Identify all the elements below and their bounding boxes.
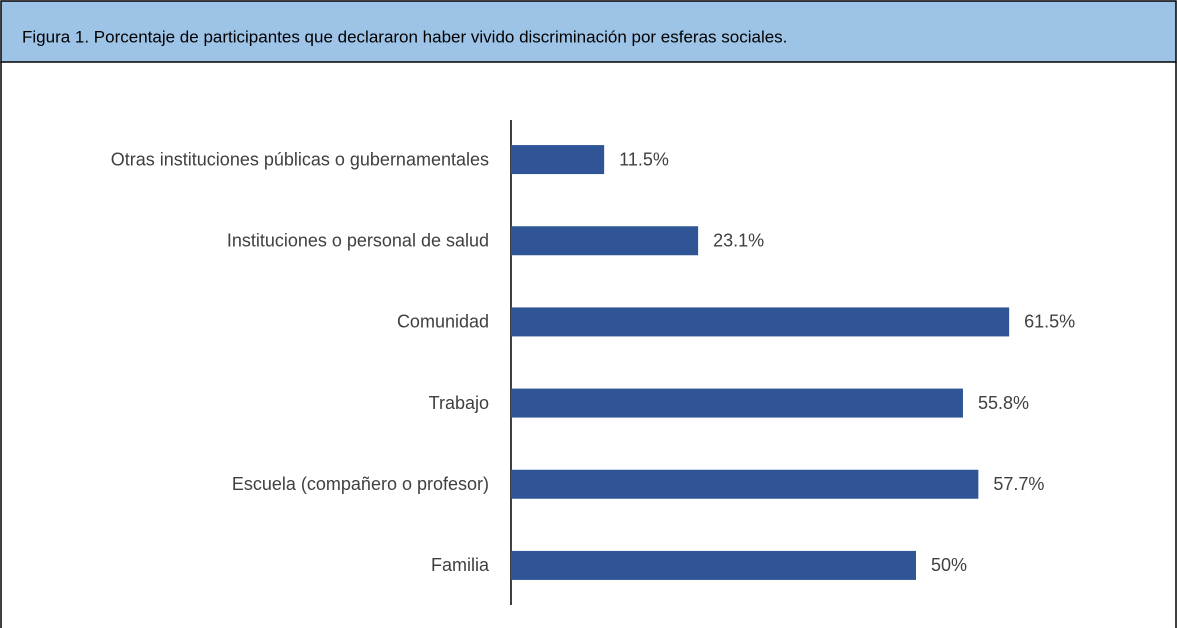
category-label: Familia: [431, 555, 490, 575]
bar: [511, 550, 916, 580]
category-label: Instituciones o personal de salud: [227, 231, 489, 251]
category-label: Otras instituciones públicas o gubername…: [111, 149, 489, 169]
bar: [511, 226, 699, 256]
header-bar: [0, 0, 1177, 63]
data-label: 50%: [931, 555, 967, 575]
bar: [511, 145, 605, 175]
data-label: 61.5%: [1024, 312, 1075, 332]
chart-title: Figura 1. Porcentaje de participantes qu…: [22, 27, 787, 46]
data-label: 55.8%: [978, 393, 1029, 413]
category-label: Trabajo: [429, 393, 489, 413]
bar: [511, 469, 979, 499]
bar: [511, 388, 963, 418]
data-label: 57.7%: [993, 474, 1044, 494]
category-label: Comunidad: [397, 312, 489, 332]
bar: [511, 307, 1010, 337]
category-label: Escuela (compañero o profesor): [232, 474, 489, 494]
data-label: 11.5%: [619, 149, 669, 169]
data-label: 23.1%: [713, 231, 764, 251]
